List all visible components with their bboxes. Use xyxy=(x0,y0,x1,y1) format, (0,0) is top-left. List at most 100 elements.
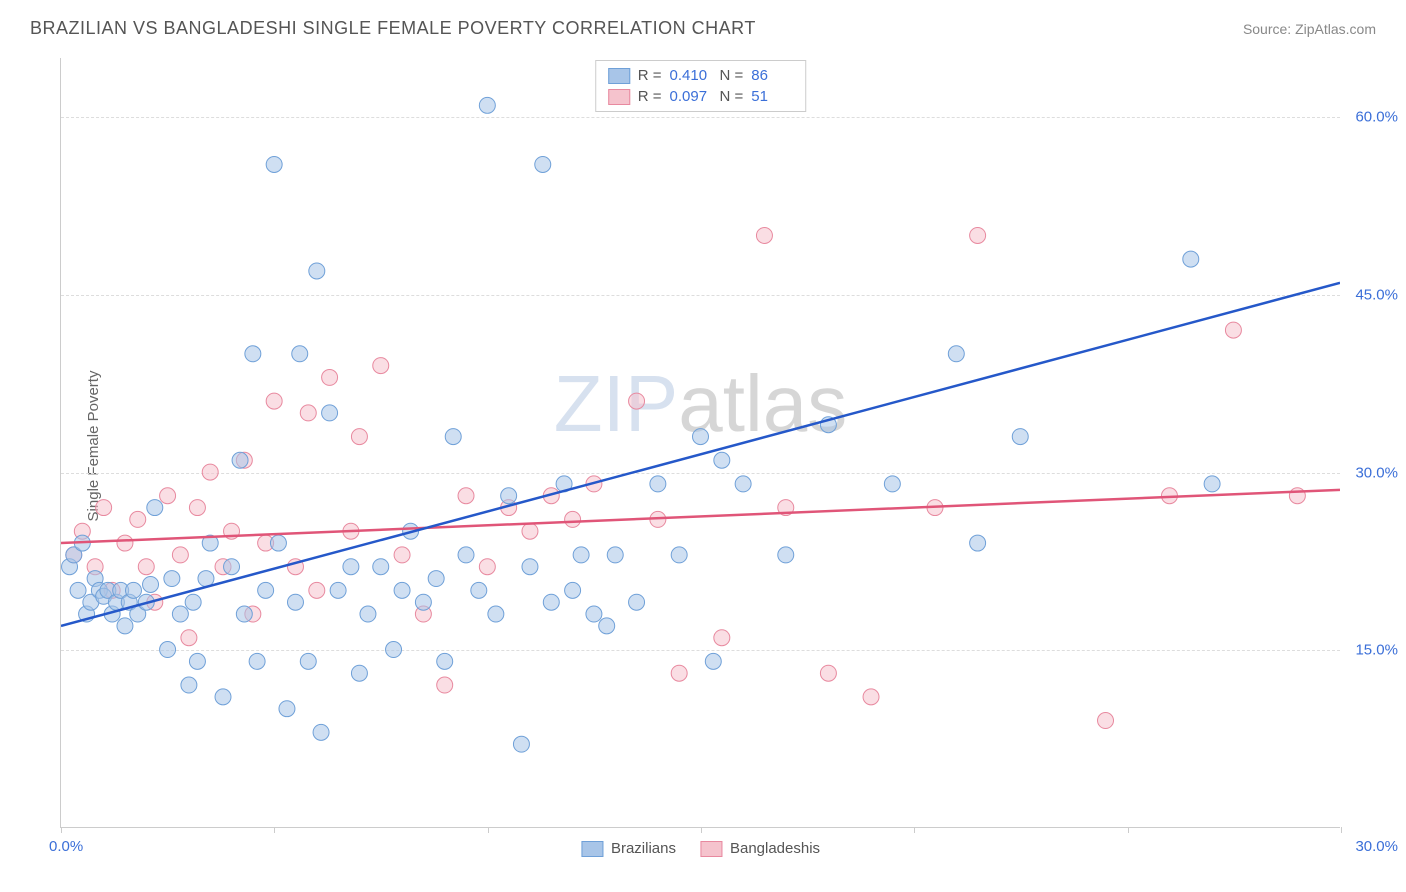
data-point-series2 xyxy=(189,500,205,516)
data-point-series1 xyxy=(125,582,141,598)
data-point-series2 xyxy=(756,227,772,243)
legend-series-item: Bangladeshis xyxy=(700,840,820,857)
data-point-series2 xyxy=(522,523,538,539)
data-point-series1 xyxy=(143,576,159,592)
data-point-series2 xyxy=(629,393,645,409)
data-point-series1 xyxy=(629,594,645,610)
x-tick xyxy=(1341,827,1342,833)
data-point-series1 xyxy=(189,653,205,669)
data-point-series1 xyxy=(650,476,666,492)
data-point-series1 xyxy=(1204,476,1220,492)
chart-title: BRAZILIAN VS BANGLADESHI SINGLE FEMALE P… xyxy=(30,18,756,39)
data-point-series1 xyxy=(607,547,623,563)
data-point-series1 xyxy=(185,594,201,610)
data-point-series2 xyxy=(172,547,188,563)
x-tick xyxy=(61,827,62,833)
legend-series: Brazilians Bangladeshis xyxy=(581,840,820,857)
data-point-series1 xyxy=(1012,429,1028,445)
legend-swatch-icon xyxy=(581,841,603,857)
data-point-series1 xyxy=(70,582,86,598)
x-tick xyxy=(701,827,702,833)
data-point-series1 xyxy=(309,263,325,279)
data-point-series1 xyxy=(735,476,751,492)
data-point-series2 xyxy=(202,464,218,480)
data-point-series1 xyxy=(671,547,687,563)
data-point-series1 xyxy=(445,429,461,445)
data-point-series2 xyxy=(1225,322,1241,338)
data-point-series1 xyxy=(543,594,559,610)
data-point-series1 xyxy=(117,618,133,634)
data-point-series1 xyxy=(884,476,900,492)
x-tick xyxy=(1128,827,1129,833)
legend-stats: R = 0.410 N = 86 R = 0.097 N = 51 xyxy=(595,60,807,112)
data-point-series2 xyxy=(714,630,730,646)
scatter-plot xyxy=(61,58,1340,827)
n-label: N = xyxy=(720,67,744,84)
data-point-series2 xyxy=(820,665,836,681)
data-point-series1 xyxy=(693,429,709,445)
data-point-series1 xyxy=(479,97,495,113)
data-point-series1 xyxy=(394,582,410,598)
y-tick-label: 15.0% xyxy=(1355,642,1398,659)
data-point-series1 xyxy=(501,488,517,504)
data-point-series1 xyxy=(258,582,274,598)
data-point-series1 xyxy=(373,559,389,575)
data-point-series1 xyxy=(160,642,176,658)
data-point-series1 xyxy=(249,653,265,669)
data-point-series2 xyxy=(130,511,146,527)
data-point-series1 xyxy=(224,559,240,575)
data-point-series2 xyxy=(863,689,879,705)
data-point-series1 xyxy=(488,606,504,622)
data-point-series1 xyxy=(245,346,261,362)
r-value: 0.097 xyxy=(670,88,712,105)
data-point-series1 xyxy=(313,724,329,740)
data-point-series2 xyxy=(970,227,986,243)
legend-stat-row: R = 0.410 N = 86 xyxy=(608,65,794,86)
data-point-series2 xyxy=(351,429,367,445)
data-point-series2 xyxy=(1098,713,1114,729)
data-point-series1 xyxy=(573,547,589,563)
data-point-series1 xyxy=(300,653,316,669)
data-point-series1 xyxy=(330,582,346,598)
data-point-series1 xyxy=(147,500,163,516)
data-point-series1 xyxy=(164,571,180,587)
x-tick xyxy=(488,827,489,833)
trendline-series2 xyxy=(61,490,1340,543)
data-point-series1 xyxy=(970,535,986,551)
data-point-series2 xyxy=(394,547,410,563)
data-point-series1 xyxy=(351,665,367,681)
data-point-series2 xyxy=(479,559,495,575)
data-point-series2 xyxy=(300,405,316,421)
legend-swatch-icon xyxy=(608,68,630,84)
data-point-series2 xyxy=(138,559,154,575)
data-point-series2 xyxy=(117,535,133,551)
data-point-series1 xyxy=(172,606,188,622)
data-point-series1 xyxy=(714,452,730,468)
data-point-series2 xyxy=(437,677,453,693)
source-label: Source: ZipAtlas.com xyxy=(1243,21,1376,37)
legend-series-item: Brazilians xyxy=(581,840,676,857)
data-point-series2 xyxy=(181,630,197,646)
y-tick-label: 30.0% xyxy=(1355,464,1398,481)
data-point-series1 xyxy=(565,582,581,598)
data-point-series1 xyxy=(181,677,197,693)
data-point-series1 xyxy=(458,547,474,563)
data-point-series1 xyxy=(586,606,602,622)
n-value: 51 xyxy=(751,88,793,105)
data-point-series1 xyxy=(599,618,615,634)
trendline-series1 xyxy=(61,283,1340,626)
y-tick-label: 60.0% xyxy=(1355,109,1398,126)
n-value: 86 xyxy=(751,67,793,84)
n-label: N = xyxy=(720,88,744,105)
data-point-series1 xyxy=(948,346,964,362)
legend-series-label: Bangladeshis xyxy=(730,840,820,857)
data-point-series1 xyxy=(535,156,551,172)
chart-area: ZIPatlas 15.0%30.0%45.0%60.0% R = 0.410 … xyxy=(60,58,1340,828)
data-point-series1 xyxy=(778,547,794,563)
x-axis-max-label: 30.0% xyxy=(1355,838,1398,855)
data-point-series2 xyxy=(671,665,687,681)
data-point-series1 xyxy=(236,606,252,622)
data-point-series2 xyxy=(322,369,338,385)
data-point-series1 xyxy=(415,594,431,610)
data-point-series1 xyxy=(287,594,303,610)
